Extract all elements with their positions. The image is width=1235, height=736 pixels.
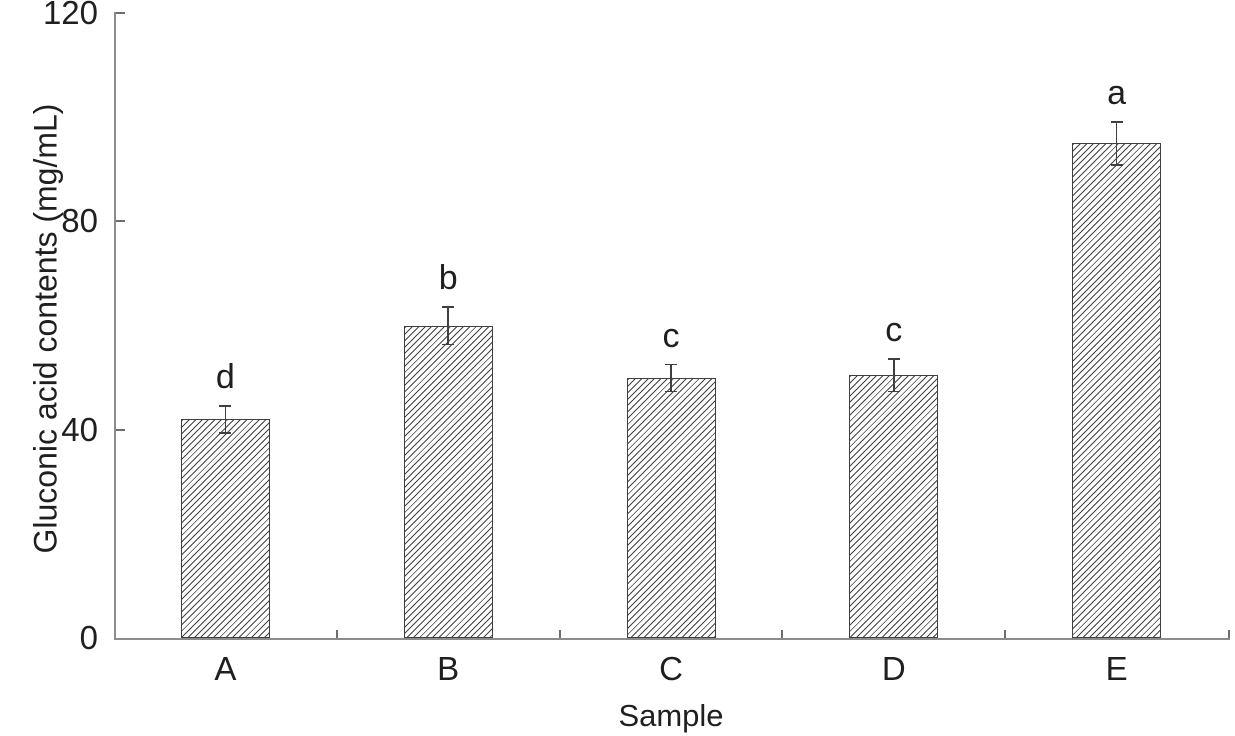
x-tick <box>558 630 561 638</box>
x-tick-label: B <box>437 650 460 687</box>
bar <box>626 377 716 638</box>
bar <box>180 419 270 638</box>
error-bar <box>893 359 895 391</box>
error-bar-cap-top <box>887 358 900 360</box>
error-bar-cap-top <box>442 306 455 308</box>
y-tick-label: 80 <box>61 202 98 240</box>
bar-significance-label: b <box>438 259 458 298</box>
error-bar-cap-top <box>665 363 677 366</box>
error-bar <box>1115 122 1118 165</box>
x-tick <box>335 630 338 638</box>
x-tick-label: A <box>214 650 237 687</box>
error-bar <box>670 364 672 391</box>
bar-significance-label: a <box>1107 74 1127 113</box>
error-bar <box>224 406 227 433</box>
error-bar <box>447 307 449 344</box>
error-bar-cap-top <box>1110 121 1123 123</box>
bar-significance-label: c <box>885 311 903 350</box>
bar <box>403 325 493 638</box>
error-bar-cap-bottom <box>665 390 677 393</box>
bar <box>1072 143 1162 638</box>
error-bar-cap-bottom <box>219 432 232 434</box>
y-tick <box>116 220 125 223</box>
x-axis-title: Sample <box>618 698 724 733</box>
x-tick <box>1004 630 1007 638</box>
error-bar-cap-bottom <box>1110 164 1123 166</box>
x-tick-label: E <box>1105 650 1128 687</box>
y-tick-label: 0 <box>79 619 98 656</box>
y-tick-label: 40 <box>61 410 98 448</box>
y-axis-line <box>114 12 116 640</box>
x-tick-label: C <box>659 650 683 687</box>
x-tick-label: D <box>881 650 906 687</box>
x-tick <box>781 630 784 638</box>
error-bar-cap-bottom <box>887 390 900 393</box>
bar-significance-label: d <box>215 358 235 397</box>
y-tick <box>116 428 125 431</box>
y-tick-label: 120 <box>42 0 98 31</box>
bar-significance-label: c <box>662 316 680 355</box>
y-tick <box>116 12 125 14</box>
error-bar-cap-top <box>219 405 232 407</box>
x-tick <box>1228 630 1230 638</box>
bar <box>849 374 939 638</box>
error-bar-cap-bottom <box>442 343 455 346</box>
x-axis-line <box>114 638 1230 640</box>
